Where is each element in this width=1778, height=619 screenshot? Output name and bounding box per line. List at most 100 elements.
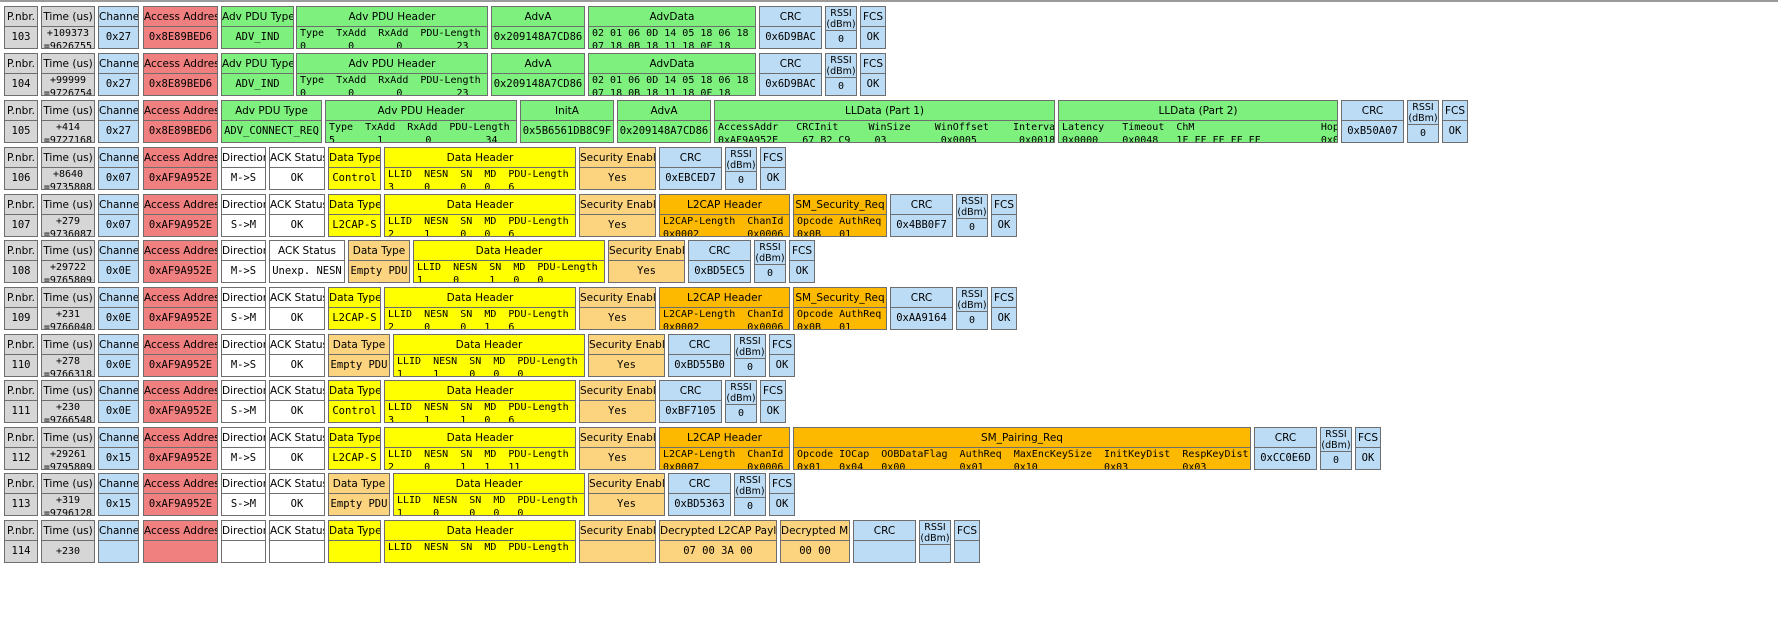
ack-status-cell[interactable]: ACK Status	[269, 520, 325, 563]
access-address-cell[interactable]: Access Address	[143, 520, 218, 563]
channel-cell[interactable]: Channel 0x27	[98, 53, 139, 96]
ack-status-cell[interactable]: ACK Status OK	[269, 380, 325, 423]
security-enabled-cell[interactable]: Security Enabled Yes	[588, 473, 665, 516]
channel-cell[interactable]: Channel 0x07	[98, 147, 139, 190]
security-enabled-cell[interactable]: Security Enabled Yes	[588, 334, 665, 377]
advdata-cell[interactable]: AdvData 02 01 06 0D 14 05 18 06 18 07 18 0…	[588, 53, 756, 96]
fcs-cell[interactable]: FCS OK	[860, 53, 886, 96]
fcs-cell[interactable]: FCS OK	[991, 194, 1017, 237]
ack-status-cell[interactable]: ACK Status OK	[269, 473, 325, 516]
security-enabled-cell[interactable]: Security Enabled Yes	[579, 194, 656, 237]
crc-cell[interactable]: CRC 0x4BB0F7	[890, 194, 953, 237]
direction-cell[interactable]: Direction S->M	[221, 473, 266, 516]
access-address-cell[interactable]: Access Address 0xAF9A952E	[143, 194, 218, 237]
time-cell[interactable]: Time (us) +8640 =9735808	[41, 147, 95, 190]
rssi-cell[interactable]: RSSI (dBm) 0	[956, 287, 988, 330]
fcs-cell[interactable]: FCS OK	[789, 240, 815, 283]
channel-cell[interactable]: Channel 0x15	[98, 473, 139, 516]
direction-cell[interactable]: Direction	[221, 520, 266, 563]
direction-cell[interactable]: Direction M->S	[221, 147, 266, 190]
fcs-cell[interactable]: FCS OK	[1355, 427, 1381, 470]
fcs-cell[interactable]: FCS OK	[760, 147, 786, 190]
packet-number-cell[interactable]: P.nbr. 114	[4, 520, 38, 563]
direction-cell[interactable]: Direction M->S	[221, 427, 266, 470]
security-enabled-cell[interactable]: Security Enabled Yes	[579, 380, 656, 423]
data-type-cell[interactable]: Data Type L2CAP-S	[328, 427, 381, 470]
access-address-cell[interactable]: Access Address 0x8E89BED6	[143, 53, 218, 96]
packet-number-cell[interactable]: P.nbr. 112	[4, 427, 38, 470]
crc-cell[interactable]: CRC 0x6D9BAC	[759, 6, 822, 49]
ack-status-cell[interactable]: ACK Status OK	[269, 194, 325, 237]
l2cap-header-cell[interactable]: L2CAP Header L2CAP-Length ChanId 0x0007 0x…	[659, 427, 790, 470]
packet-number-cell[interactable]: P.nbr. 105	[4, 100, 38, 143]
data-header-cell[interactable]: Data Header LLID NESN SN MD PDU-Length 2 1…	[384, 194, 576, 237]
access-address-cell[interactable]: Access Address 0xAF9A952E	[143, 147, 218, 190]
decrypted-mic-cell[interactable]: Decrypted MIC 00 00	[780, 520, 850, 563]
adv-pdu-type-cell[interactable]: Adv PDU Type ADV_IND	[221, 6, 294, 49]
packet-number-cell[interactable]: P.nbr. 107	[4, 194, 38, 237]
adv-pdu-header-cell[interactable]: Adv PDU Header Type TxAdd RxAdd PDU-Lengt…	[325, 100, 517, 143]
time-cell[interactable]: Time (us) +414 =9727168	[41, 100, 95, 143]
packet-number-cell[interactable]: P.nbr. 110	[4, 334, 38, 377]
fcs-cell[interactable]: FCS OK	[769, 334, 795, 377]
rssi-cell[interactable]: RSSI (dBm) 0	[956, 194, 988, 237]
packet-number-cell[interactable]: P.nbr. 109	[4, 287, 38, 330]
l2cap-header-cell[interactable]: L2CAP Header L2CAP-Length ChanId 0x0002 0x…	[659, 194, 790, 237]
crc-cell[interactable]: CRC 0xBD5363	[668, 473, 731, 516]
channel-cell[interactable]: Channel 0x27	[98, 6, 139, 49]
ack-status-cell[interactable]: ACK Status OK	[269, 287, 325, 330]
crc-cell[interactable]: CRC 0xBD55B0	[668, 334, 731, 377]
ack-status-cell[interactable]: ACK Status OK	[269, 147, 325, 190]
crc-cell[interactable]: CRC 0xBF7105	[659, 380, 722, 423]
security-enabled-cell[interactable]: Security Enabled Yes	[579, 427, 656, 470]
l2cap-header-cell[interactable]: L2CAP Header L2CAP-Length ChanId 0x0002 0x…	[659, 287, 790, 330]
access-address-cell[interactable]: Access Address 0x8E89BED6	[143, 6, 218, 49]
fcs-cell[interactable]: FCS OK	[1442, 100, 1468, 143]
packet-number-cell[interactable]: P.nbr. 103	[4, 6, 38, 49]
direction-cell[interactable]: Direction M->S	[221, 334, 266, 377]
data-type-cell[interactable]: Data Type Empty PDU	[328, 334, 390, 377]
access-address-cell[interactable]: Access Address 0xAF9A952E	[143, 380, 218, 423]
time-cell[interactable]: Time (us) +279 =9736087	[41, 194, 95, 237]
time-cell[interactable]: Time (us) +29722 =9765809	[41, 240, 95, 283]
fcs-cell[interactable]: FCS OK	[991, 287, 1017, 330]
direction-cell[interactable]: Direction S->M	[221, 287, 266, 330]
rssi-cell[interactable]: RSSI (dBm) 0	[725, 147, 757, 190]
adva-cell[interactable]: AdvA 0x209148A7CD86	[617, 100, 711, 143]
security-enabled-cell[interactable]: Security Enabled	[579, 520, 656, 563]
access-address-cell[interactable]: Access Address 0xAF9A952E	[143, 427, 218, 470]
adv-pdu-type-cell[interactable]: Adv PDU Type ADV_IND	[221, 53, 294, 96]
data-type-cell[interactable]: Data Type L2CAP-S	[328, 194, 381, 237]
fcs-cell[interactable]: FCS	[954, 520, 980, 563]
access-address-cell[interactable]: Access Address 0xAF9A952E	[143, 287, 218, 330]
crc-cell[interactable]: CRC 0xBD5EC5	[688, 240, 751, 283]
time-cell[interactable]: Time (us) +278 =9766318	[41, 334, 95, 377]
adva-cell[interactable]: AdvA 0x209148A7CD86	[491, 53, 585, 96]
security-enabled-cell[interactable]: Security Enabled Yes	[579, 287, 656, 330]
data-header-cell[interactable]: Data Header LLID NESN SN MD PDU-Length 2 0…	[384, 287, 576, 330]
inita-cell[interactable]: InitA 0x5B6561DB8C9F	[520, 100, 614, 143]
decrypted-l2cap-payload-cell[interactable]: Decrypted L2CAP Payload 07 00 3A 00	[659, 520, 777, 563]
ack-status-cell[interactable]: ACK Status OK	[269, 334, 325, 377]
access-address-cell[interactable]: Access Address 0xAF9A952E	[143, 240, 218, 283]
crc-cell[interactable]: CRC 0xEBCED7	[659, 147, 722, 190]
time-cell[interactable]: Time (us) +29261 =9795809	[41, 427, 95, 470]
rssi-cell[interactable]: RSSI (dBm) 0	[734, 473, 766, 516]
channel-cell[interactable]: Channel 0x0E	[98, 334, 139, 377]
security-enabled-cell[interactable]: Security Enabled Yes	[579, 147, 656, 190]
data-header-cell[interactable]: Data Header LLID NESN SN MD PDU-Length	[384, 520, 576, 563]
lldata-part2-cell[interactable]: LLData (Part 2)Latency Timeout ChM Hop S…	[1058, 100, 1338, 143]
direction-cell[interactable]: Direction M->S	[221, 240, 266, 283]
data-type-cell[interactable]: Data Type Control	[328, 380, 381, 423]
fcs-cell[interactable]: FCS OK	[860, 6, 886, 49]
rssi-cell[interactable]: RSSI (dBm) 0	[1407, 100, 1439, 143]
packet-number-cell[interactable]: P.nbr. 111	[4, 380, 38, 423]
fcs-cell[interactable]: FCS OK	[769, 473, 795, 516]
data-header-cell[interactable]: Data Header LLID NESN SN MD PDU-Length 3 0…	[384, 147, 576, 190]
adv-pdu-type-cell[interactable]: Adv PDU Type ADV_CONNECT_REQ	[221, 100, 322, 143]
security-enabled-cell[interactable]: Security Enabled Yes	[608, 240, 685, 283]
data-header-cell[interactable]: Data Header LLID NESN SN MD PDU-Length 1 0…	[393, 473, 585, 516]
sm-pairing-req-cell[interactable]: SM_Pairing_Req Opcode IOCap OOBDataFlag A…	[793, 427, 1251, 470]
sm-security-req-cell[interactable]: SM_Security_Req Opcode AuthReq 0x0B 01	[793, 194, 887, 237]
